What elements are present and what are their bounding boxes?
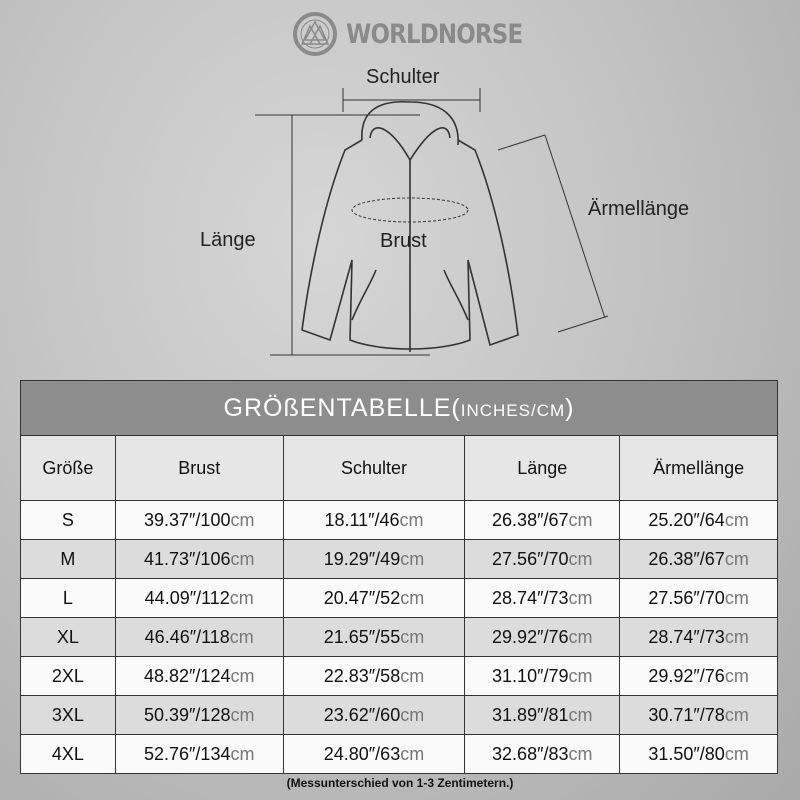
shoulder-cell: 22.83″/58cm (282, 656, 466, 696)
chest-cell: 44.09″/112cm (114, 578, 284, 618)
length-cell: 31.10″/79cm (464, 656, 621, 696)
chest-cell: 39.37″/100cm (114, 500, 284, 540)
size-cell: 3XL (20, 695, 116, 735)
shoulder-cell: 18.11″/46cm (282, 500, 466, 540)
shoulder-cell: 24.80″/63cm (282, 734, 466, 774)
header-length: Länge (464, 435, 621, 501)
length-cell: 32.68″/83cm (464, 734, 621, 774)
chest-cell: 50.39″/128cm (114, 695, 284, 735)
sleeve-cell: 28.74″/73cm (619, 617, 778, 657)
size-cell: 4XL (20, 734, 116, 774)
table-row: S 39.37″/100cm 18.11″/46cm 26.38″/67cm 25.20… (20, 500, 778, 540)
length-cell: 26.38″/67cm (464, 500, 621, 540)
shoulder-cell: 23.62″/60cm (282, 695, 466, 735)
length-cell: 28.74″/73cm (464, 578, 621, 618)
size-cell: 2XL (20, 656, 116, 696)
size-cell: XL (20, 617, 116, 657)
sleeve-cell: 29.92″/76cm (619, 656, 778, 696)
hoodie-diagram (255, 88, 609, 356)
size-cell: M (20, 539, 116, 579)
length-cell: 27.56″/70cm (464, 539, 621, 579)
shoulder-cell: 20.47″/52cm (282, 578, 466, 618)
size-cell: L (20, 578, 116, 618)
sleeve-cell: 26.38″/67cm (619, 539, 778, 579)
table-row: M 41.73″/106cm 19.29″/49cm 27.56″/70cm 26.38… (20, 539, 778, 579)
measurement-note: (Messunterschied von 1-3 Zentimetern.) (286, 776, 514, 790)
shoulder-label: Schulter (366, 66, 440, 88)
table-title: GRÖßENTABELLE(INCHES/CM) (20, 380, 778, 436)
length-label: Länge (200, 229, 256, 251)
brand-name: WORLDNORSE (346, 18, 523, 50)
table-row: 4XL 52.76″/134cm 24.80″/63cm 32.68″/83cm 31.… (20, 734, 778, 774)
header-chest: Brust (114, 435, 284, 501)
chest-cell: 41.73″/106cm (114, 539, 284, 579)
size-table: GRÖßENTABELLE(INCHES/CM) Größe Brust Sch… (20, 380, 778, 774)
shoulder-cell: 19.29″/49cm (282, 539, 466, 579)
table-row: 2XL 48.82″/124cm 22.83″/58cm 31.10″/79cm 29.… (20, 656, 778, 696)
sleeve-cell: 31.50″/80cm (619, 734, 778, 774)
sleeve-cell: 27.56″/70cm (619, 578, 778, 618)
chest-cell: 46.46″/118cm (114, 617, 284, 657)
chest-cell: 48.82″/124cm (114, 656, 284, 696)
header-sleeve: Ärmellänge (619, 435, 778, 501)
table-row: L 44.09″/112cm 20.47″/52cm 28.74″/73cm 27.56… (20, 578, 778, 618)
length-cell: 29.92″/76cm (464, 617, 621, 657)
table-row: XL 46.46″/118cm 21.65″/55cm 29.92″/76cm 28.7… (20, 617, 778, 657)
size-cell: S (20, 500, 116, 540)
header-shoulder: Schulter (282, 435, 466, 501)
chest-label: Brust (380, 230, 427, 252)
sleeve-cell: 25.20″/64cm (619, 500, 778, 540)
length-cell: 31.89″/81cm (464, 695, 621, 735)
shoulder-cell: 21.65″/55cm (282, 617, 466, 657)
chest-cell: 52.76″/134cm (114, 734, 284, 774)
header-size: Größe (20, 435, 116, 501)
sleeve-cell: 30.71″/78cm (619, 695, 778, 735)
valknut-knot-icon (293, 12, 337, 56)
brand-logo: WORLDNORSE (290, 12, 553, 56)
sleeve-label: Ärmellänge (588, 198, 690, 220)
table-row: 3XL 50.39″/128cm 23.62″/60cm 31.89″/81cm 30.… (20, 695, 778, 735)
